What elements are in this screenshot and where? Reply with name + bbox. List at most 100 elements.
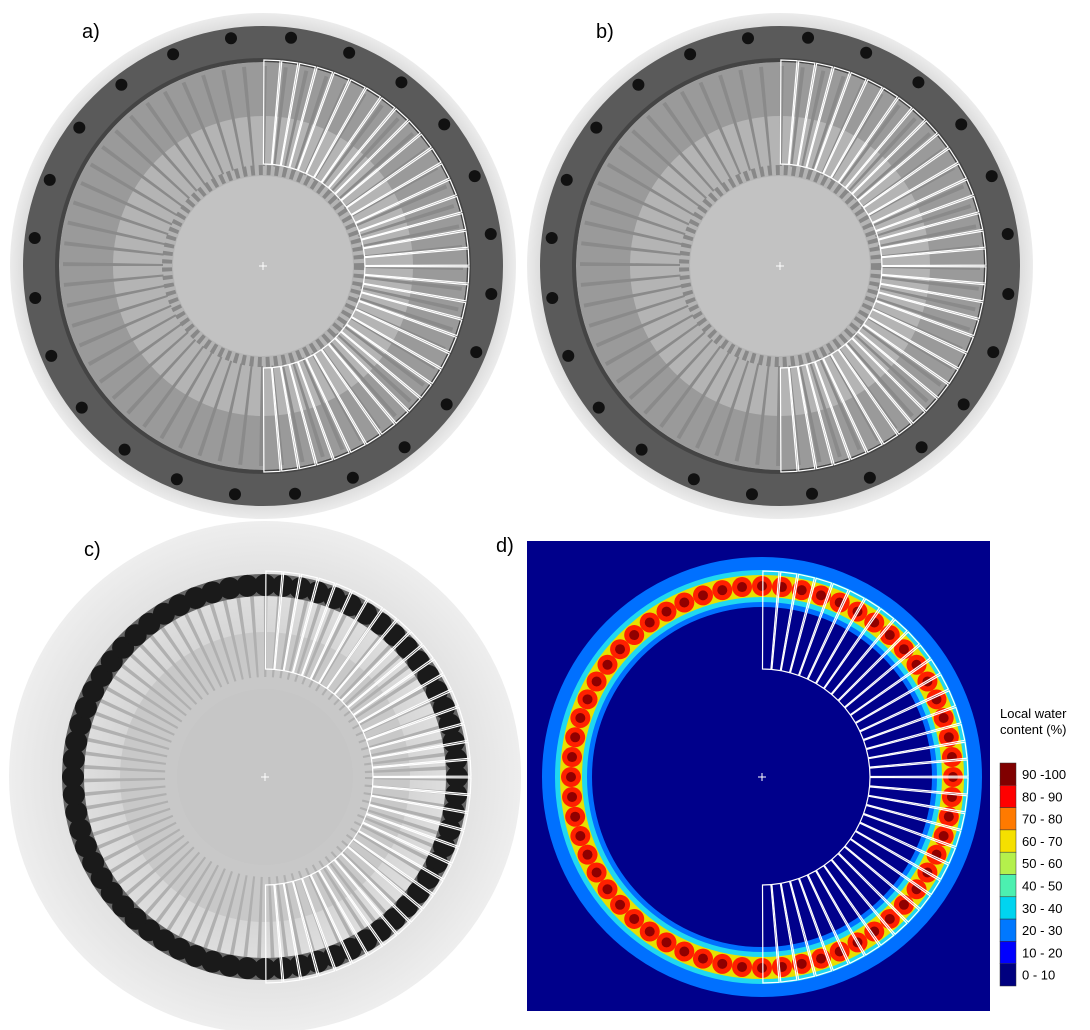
dot xyxy=(570,812,580,822)
dot xyxy=(802,32,814,44)
legend-swatch xyxy=(1000,964,1016,986)
dot xyxy=(797,959,807,969)
dot xyxy=(958,398,970,410)
dot xyxy=(44,174,56,186)
dot xyxy=(119,444,131,456)
dot xyxy=(590,122,602,134)
legend-swatch xyxy=(1000,897,1016,919)
dot xyxy=(860,47,872,59)
legend-label: 60 - 70 xyxy=(1022,834,1062,849)
dot xyxy=(899,900,909,910)
dot xyxy=(955,118,967,130)
dot xyxy=(645,927,655,937)
dot xyxy=(561,174,573,186)
dot xyxy=(73,122,85,134)
dot xyxy=(757,963,767,973)
dot xyxy=(583,694,593,704)
dot xyxy=(885,914,895,924)
legend-label: 40 - 50 xyxy=(1022,879,1062,894)
dot xyxy=(567,792,577,802)
dot xyxy=(29,232,41,244)
legend-swatch xyxy=(1000,941,1016,963)
legend-label: 30 - 40 xyxy=(1022,901,1062,916)
dot xyxy=(746,488,758,500)
dot xyxy=(916,441,928,453)
figure: a) b) c) d) Local watercontent (%)90 -10… xyxy=(0,0,1090,1030)
legend-title: content (%) xyxy=(1000,722,1066,737)
panel-label: c) xyxy=(84,539,101,561)
dot xyxy=(562,350,574,362)
dot xyxy=(632,79,644,91)
dot xyxy=(546,232,558,244)
dot xyxy=(225,32,237,44)
dot xyxy=(944,732,954,742)
dot xyxy=(939,713,949,723)
dot xyxy=(546,292,558,304)
dot xyxy=(864,472,876,484)
dot xyxy=(171,473,183,485)
dot xyxy=(885,630,895,640)
dot xyxy=(944,812,954,822)
dot xyxy=(575,713,585,723)
dot xyxy=(592,677,602,687)
legend-label: 50 - 60 xyxy=(1022,856,1062,871)
dot xyxy=(395,76,407,88)
dot xyxy=(583,850,593,860)
dot xyxy=(662,937,672,947)
dot xyxy=(816,590,826,600)
dot xyxy=(1002,288,1014,300)
dot xyxy=(757,581,767,591)
panel-label: d) xyxy=(496,535,514,557)
dot xyxy=(645,617,655,627)
dot xyxy=(229,488,241,500)
panels xyxy=(9,13,1033,1030)
dot xyxy=(899,644,909,654)
dot xyxy=(742,32,754,44)
dot xyxy=(662,607,672,617)
dot xyxy=(76,402,88,414)
legend-swatch xyxy=(1000,852,1016,874)
legend-title: Local water xyxy=(1000,706,1067,721)
dot xyxy=(485,288,497,300)
dot xyxy=(615,900,625,910)
legend-swatch xyxy=(1000,919,1016,941)
dot xyxy=(615,644,625,654)
dot xyxy=(1002,228,1014,240)
dot xyxy=(115,79,127,91)
dot xyxy=(575,831,585,841)
dot xyxy=(289,488,301,500)
legend-swatch xyxy=(1000,875,1016,897)
dot xyxy=(347,472,359,484)
dot xyxy=(688,473,700,485)
dot xyxy=(343,47,355,59)
dot xyxy=(698,954,708,964)
dot xyxy=(679,598,689,608)
dot xyxy=(737,582,747,592)
dot xyxy=(602,884,612,894)
dot xyxy=(469,170,481,182)
dot xyxy=(698,590,708,600)
dot xyxy=(939,831,949,841)
dot xyxy=(737,962,747,972)
dot xyxy=(285,32,297,44)
dot xyxy=(29,292,41,304)
legend-label: 80 - 90 xyxy=(1022,789,1062,804)
dot xyxy=(717,585,727,595)
legend-label: 70 - 80 xyxy=(1022,812,1062,827)
dot xyxy=(629,630,639,640)
dot xyxy=(470,346,482,358)
dot xyxy=(636,444,648,456)
dot xyxy=(566,772,576,782)
dot xyxy=(567,752,577,762)
legend-label: 90 -100 xyxy=(1022,767,1066,782)
legend-label: 0 - 10 xyxy=(1022,968,1055,983)
dot xyxy=(797,585,807,595)
dot xyxy=(592,868,602,878)
dot xyxy=(629,914,639,924)
dot xyxy=(167,48,179,60)
dot xyxy=(399,441,411,453)
dot xyxy=(679,946,689,956)
legend-swatch xyxy=(1000,785,1016,807)
dot xyxy=(570,732,580,742)
dot xyxy=(485,228,497,240)
